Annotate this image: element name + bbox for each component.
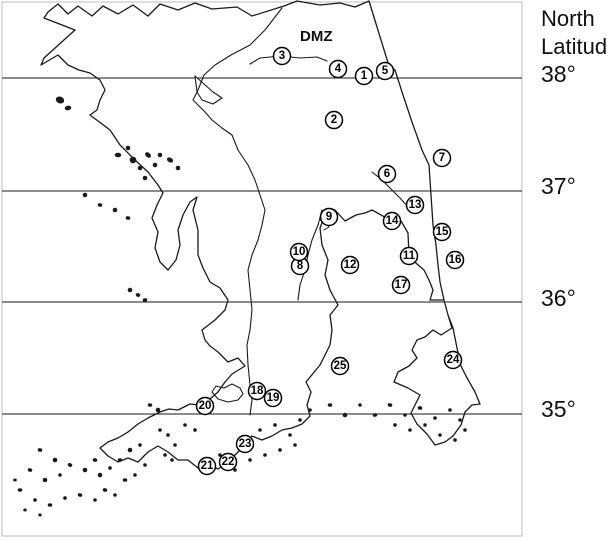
svg-text:12: 12 bbox=[344, 259, 357, 271]
svg-text:5: 5 bbox=[382, 65, 389, 77]
svg-text:9: 9 bbox=[326, 211, 332, 223]
svg-text:19: 19 bbox=[267, 392, 280, 404]
svg-text:18: 18 bbox=[251, 385, 264, 397]
svg-text:6: 6 bbox=[384, 168, 390, 180]
svg-text:21: 21 bbox=[201, 460, 214, 472]
svg-text:10: 10 bbox=[293, 246, 306, 258]
svg-text:15: 15 bbox=[436, 226, 449, 238]
svg-text:13: 13 bbox=[409, 199, 422, 211]
svg-text:22: 22 bbox=[222, 456, 235, 468]
svg-text:23: 23 bbox=[239, 438, 252, 450]
svg-text:11: 11 bbox=[403, 250, 416, 262]
svg-text:7: 7 bbox=[439, 152, 445, 164]
svg-text:16: 16 bbox=[449, 254, 462, 266]
svg-text:3: 3 bbox=[279, 50, 285, 62]
svg-text:17: 17 bbox=[395, 279, 408, 291]
svg-text:25: 25 bbox=[334, 360, 347, 372]
svg-text:4: 4 bbox=[335, 63, 342, 75]
svg-text:20: 20 bbox=[199, 400, 212, 412]
svg-text:8: 8 bbox=[297, 260, 304, 272]
svg-text:14: 14 bbox=[386, 215, 399, 227]
svg-text:24: 24 bbox=[447, 354, 460, 366]
svg-text:2: 2 bbox=[331, 114, 337, 126]
svg-text:1: 1 bbox=[361, 70, 368, 82]
